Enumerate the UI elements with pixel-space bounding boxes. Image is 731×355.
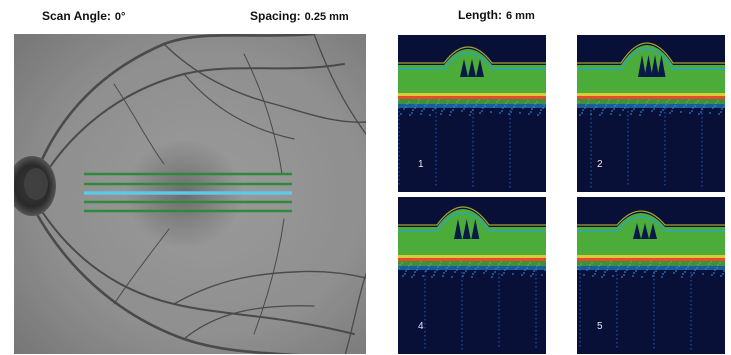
length-readout: Length: 6 mm	[458, 6, 535, 24]
oct-bscan-4: 4	[398, 197, 546, 354]
oct-bscan-2: 2	[577, 35, 725, 192]
scan-angle-label: Scan Angle:	[42, 9, 111, 23]
scan-angle-value: 0°	[114, 11, 126, 23]
oct-bscan-1: 1	[398, 35, 546, 192]
bscan-number: 2	[597, 159, 603, 170]
oct-bscan-drawing	[577, 35, 725, 192]
spacing-value: 0.25 mm	[304, 11, 349, 23]
oct-bscan-drawing	[577, 197, 725, 354]
scan-angle-readout: Scan Angle: 0°	[42, 7, 125, 25]
spacing-label: Spacing:	[250, 9, 301, 23]
length-label: Length:	[458, 8, 502, 22]
bscan-number: 1	[418, 159, 424, 170]
oct-bscan-drawing	[398, 197, 546, 354]
bscan-number: 4	[418, 321, 424, 332]
fundus-image-drawing	[14, 34, 366, 354]
oct-bscan-5: 5	[577, 197, 725, 354]
spacing-readout: Spacing: 0.25 mm	[250, 7, 349, 25]
fundus-image	[14, 34, 366, 354]
oct-bscan-drawing	[398, 35, 546, 192]
bscan-number: 5	[597, 321, 603, 332]
length-value: 6 mm	[506, 10, 535, 22]
